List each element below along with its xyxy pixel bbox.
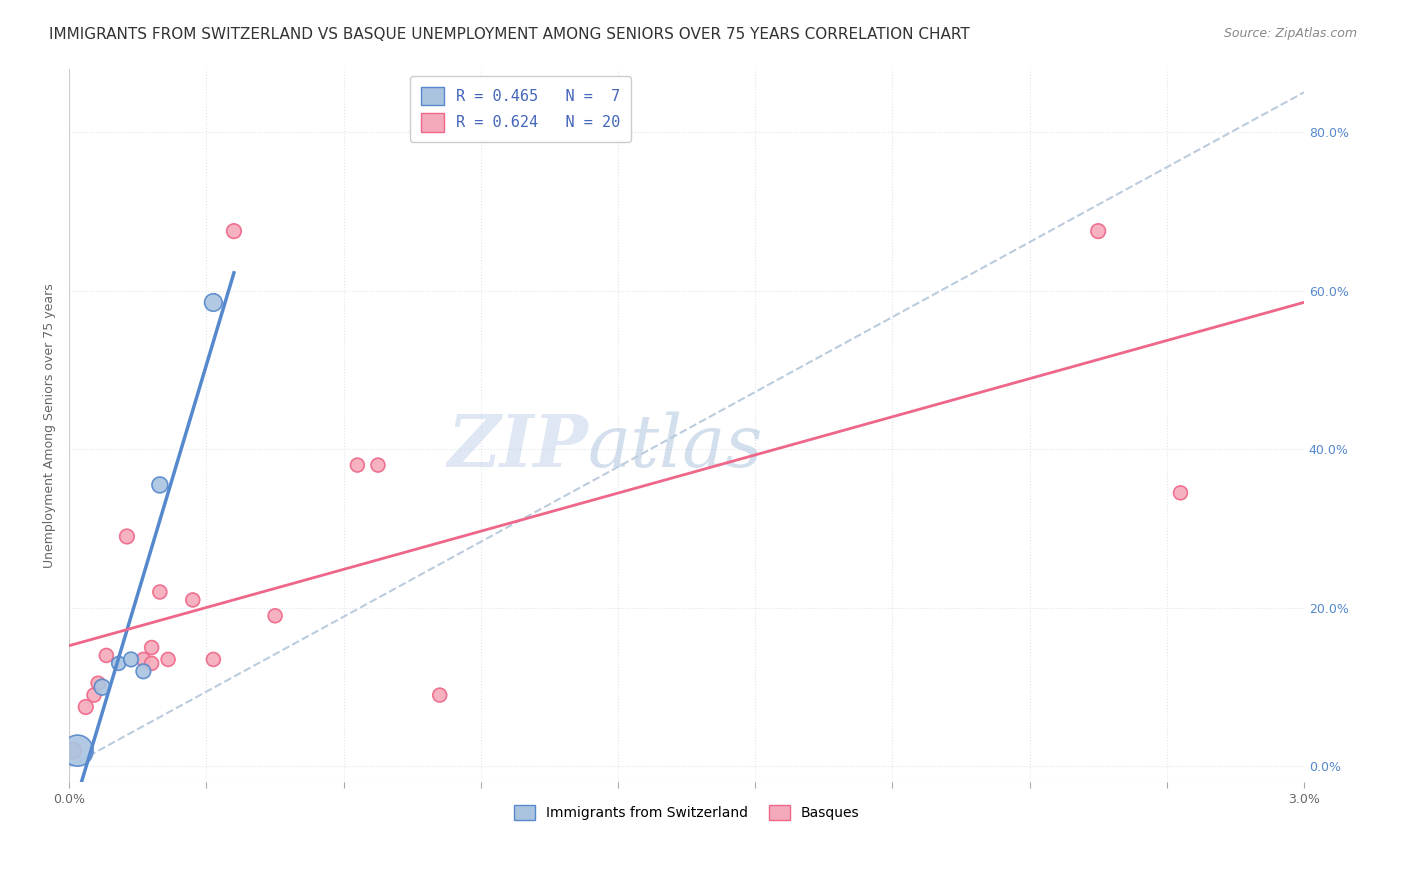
- Point: [346, 458, 368, 472]
- Point: [83, 688, 105, 702]
- Text: atlas: atlas: [588, 411, 763, 482]
- Point: [157, 652, 180, 666]
- Point: [141, 657, 163, 671]
- Point: [264, 608, 287, 623]
- Point: [429, 688, 451, 702]
- Point: [132, 665, 155, 679]
- Point: [96, 648, 118, 663]
- Point: [75, 700, 97, 714]
- Point: [141, 640, 163, 655]
- Text: Source: ZipAtlas.com: Source: ZipAtlas.com: [1223, 27, 1357, 40]
- Text: IMMIGRANTS FROM SWITZERLAND VS BASQUE UNEMPLOYMENT AMONG SENIORS OVER 75 YEARS C: IMMIGRANTS FROM SWITZERLAND VS BASQUE UN…: [49, 27, 970, 42]
- Point: [66, 744, 89, 758]
- Legend: Immigrants from Switzerland, Basques: Immigrants from Switzerland, Basques: [509, 799, 865, 825]
- Point: [149, 585, 172, 599]
- Point: [107, 657, 129, 671]
- Text: ZIP: ZIP: [447, 411, 588, 483]
- Point: [132, 652, 155, 666]
- Point: [62, 744, 84, 758]
- Point: [91, 680, 114, 694]
- Point: [115, 529, 138, 543]
- Point: [367, 458, 389, 472]
- Point: [222, 224, 245, 238]
- Point: [120, 652, 142, 666]
- Y-axis label: Unemployment Among Seniors over 75 years: Unemployment Among Seniors over 75 years: [44, 283, 56, 568]
- Point: [1087, 224, 1109, 238]
- Point: [1170, 486, 1192, 500]
- Point: [181, 593, 204, 607]
- Point: [149, 478, 172, 492]
- Point: [87, 676, 110, 690]
- Point: [202, 295, 225, 310]
- Point: [202, 652, 225, 666]
